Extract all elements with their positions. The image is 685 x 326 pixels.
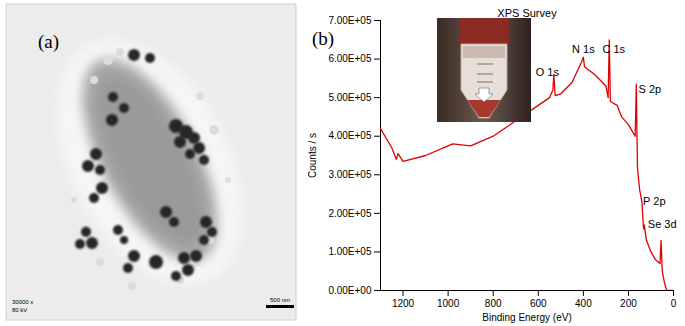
svg-text:600: 600 [530, 298, 547, 309]
svg-text:S 2p: S 2p [639, 83, 662, 95]
svg-text:1000: 1000 [437, 298, 460, 309]
svg-text:4.00E+05: 4.00E+05 [328, 130, 372, 141]
html-text:(b): (b) [312, 28, 335, 49]
svg-text:7.00E+05: 7.00E+05 [328, 15, 372, 26]
svg-text:800: 800 [485, 298, 502, 309]
svg-text:Counts / s: Counts / s [307, 133, 318, 178]
svg-text:5.00E+05: 5.00E+05 [328, 92, 372, 103]
svg-text:3.00E+05: 3.00E+05 [328, 169, 372, 180]
svg-text:200: 200 [620, 298, 637, 309]
svg-text:C 1s: C 1s [602, 43, 625, 55]
svg-text:Binding Energy (eV): Binding Energy (eV) [482, 312, 572, 323]
svg-text:80 kV: 80 kV [12, 307, 27, 313]
svg-text:XPS Survey: XPS Survey [497, 7, 557, 19]
svg-text:1200: 1200 [392, 298, 415, 309]
svg-text:6.00E+05: 6.00E+05 [328, 53, 372, 64]
svg-text:(a): (a) [38, 31, 59, 53]
svg-text:400: 400 [575, 298, 592, 309]
svg-text:Se 3d: Se 3d [648, 218, 677, 230]
svg-text:1.00E+05: 1.00E+05 [328, 246, 372, 257]
svg-text:30000 x: 30000 x [12, 299, 33, 305]
svg-text:0.00E+00: 0.00E+00 [328, 285, 372, 296]
svg-text:O 1s: O 1s [536, 66, 560, 78]
svg-text:500 nm: 500 nm [270, 297, 290, 303]
svg-text:P 2p: P 2p [643, 195, 665, 207]
svg-text:N 1s: N 1s [572, 43, 595, 55]
svg-text:2.00E+05: 2.00E+05 [328, 208, 372, 219]
svg-text:0: 0 [671, 298, 677, 309]
